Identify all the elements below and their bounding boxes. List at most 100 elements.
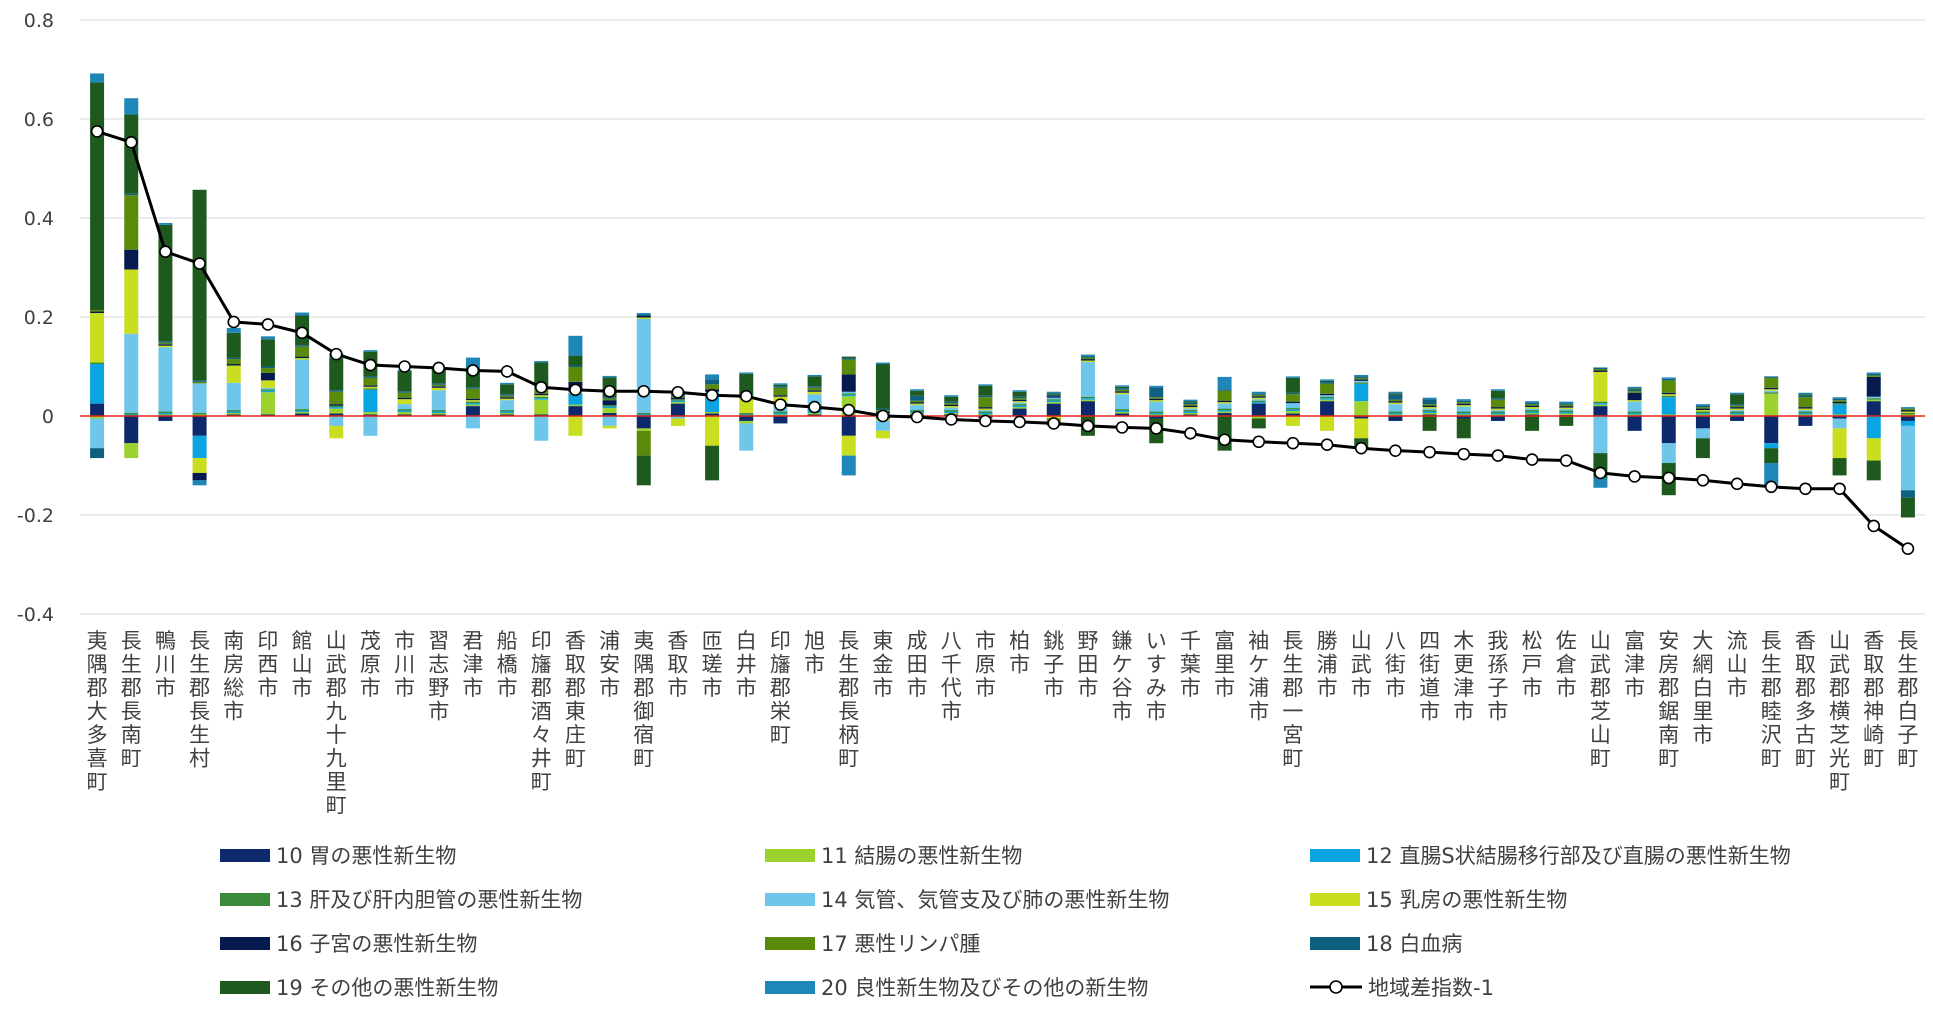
bar-segment <box>1285 411 1300 414</box>
bar-segment <box>329 358 344 391</box>
bar-segment <box>1046 402 1061 404</box>
index-line-point <box>1525 453 1539 466</box>
bar-segment <box>636 317 651 319</box>
category-label: 鎌ケ谷市 <box>1112 629 1133 724</box>
bar-segment <box>1764 393 1779 416</box>
bar-segment <box>773 416 788 424</box>
bar-segment <box>670 399 685 401</box>
bar-segment <box>158 222 173 225</box>
bar-segment <box>1046 394 1061 397</box>
index-line-point <box>1149 422 1163 435</box>
index-line-point <box>1354 441 1368 455</box>
bar-segment <box>1251 391 1266 394</box>
index-line-point <box>1628 470 1641 483</box>
legend-line-marker-icon <box>1310 980 1362 994</box>
bar-segment <box>807 374 822 377</box>
bar-segment <box>636 314 651 317</box>
legend-swatch <box>765 892 815 906</box>
bar-segment <box>1080 401 1095 416</box>
bar-segment <box>1046 400 1061 403</box>
bar-segment <box>670 403 685 416</box>
bar-segment <box>841 394 856 397</box>
category-label: 我孫子市 <box>1487 629 1508 724</box>
bar-segment <box>773 413 788 415</box>
bar-segment <box>1900 408 1915 411</box>
bar-segment <box>192 413 207 415</box>
bar-segment <box>1251 397 1266 400</box>
bar-segment <box>465 388 480 399</box>
bar-segment <box>602 375 617 378</box>
bar-segment <box>1695 407 1710 409</box>
legend-item: 14 気管、気管支及び肺の悪性新生物 <box>765 884 1169 914</box>
bar-segment <box>841 391 856 394</box>
bar-segment <box>1627 400 1642 402</box>
bar-segment <box>1012 408 1027 416</box>
index-line-point <box>1184 427 1197 440</box>
bar-segment <box>260 387 275 390</box>
category-label: 旭市 <box>804 629 825 677</box>
bar-segment <box>1149 413 1164 415</box>
bar-segment <box>1866 396 1881 399</box>
y-tick-label: 0.4 <box>24 208 54 230</box>
bar-segment <box>363 376 378 378</box>
bar-segment <box>124 413 139 415</box>
bar-segment <box>1593 368 1608 371</box>
index-line-point <box>1901 542 1915 555</box>
bar-segment <box>944 406 959 408</box>
legend-label: 13 肝及び肝内胆管の悪性新生物 <box>276 888 583 912</box>
legend-swatch <box>765 980 815 994</box>
bar-segment <box>1285 392 1300 395</box>
bar-segment <box>1866 399 1881 402</box>
bar-segment <box>1832 416 1847 419</box>
bar-segment <box>1866 401 1881 416</box>
bar-segment <box>568 366 583 382</box>
bar-segment <box>1285 376 1300 378</box>
bar-segment <box>1900 420 1915 426</box>
y-tick-label: 0.2 <box>24 307 54 329</box>
bar-segment <box>670 400 685 403</box>
bar-segment <box>602 425 617 429</box>
bar-segment <box>1046 397 1061 400</box>
bar-segment <box>1046 393 1061 395</box>
bar-segment <box>1251 396 1266 398</box>
bar-segment <box>500 382 515 385</box>
index-line-point <box>432 361 446 375</box>
category-label: 南房総市 <box>223 629 244 724</box>
bar-segment <box>1354 418 1369 439</box>
bar-segment <box>1388 416 1403 421</box>
bar-segment <box>1320 380 1335 383</box>
category-label: 佐倉市 <box>1556 629 1577 700</box>
bar-segment <box>1046 396 1061 398</box>
bar-segment <box>1456 413 1471 415</box>
bar-segment <box>1388 401 1403 403</box>
bar-segment <box>1627 401 1642 412</box>
category-label: 市原市 <box>975 629 996 700</box>
bar-segment <box>1456 400 1471 403</box>
category-label: 夷隅郡御宿町 <box>633 629 654 771</box>
bar-segment <box>568 394 583 405</box>
index-line-point <box>1013 415 1026 429</box>
bar-segment <box>1012 390 1027 392</box>
bar-segment <box>90 418 105 449</box>
bar-segment <box>1798 411 1813 414</box>
bar-segment <box>636 318 651 414</box>
bar-segment <box>807 394 822 405</box>
bar-segment <box>1422 416 1437 431</box>
bar-segment <box>500 413 515 415</box>
bar-segment <box>363 416 378 436</box>
bar-segment <box>568 355 583 366</box>
bar-segment <box>295 356 310 359</box>
bar-segment <box>260 389 275 391</box>
bar-segment <box>636 316 651 318</box>
bar-segment <box>1149 411 1164 414</box>
legend-item: 18 白血病 <box>1310 928 1462 958</box>
bar-segment <box>1593 370 1608 372</box>
bar-segment <box>944 407 959 411</box>
bar-segment <box>1695 408 1710 411</box>
bar-segment <box>1456 418 1471 439</box>
bar-segment <box>226 410 241 412</box>
bar-segment <box>1217 400 1232 403</box>
bar-segment <box>1661 394 1676 396</box>
bar-segment <box>1456 411 1471 414</box>
bar-segment <box>1251 402 1266 404</box>
